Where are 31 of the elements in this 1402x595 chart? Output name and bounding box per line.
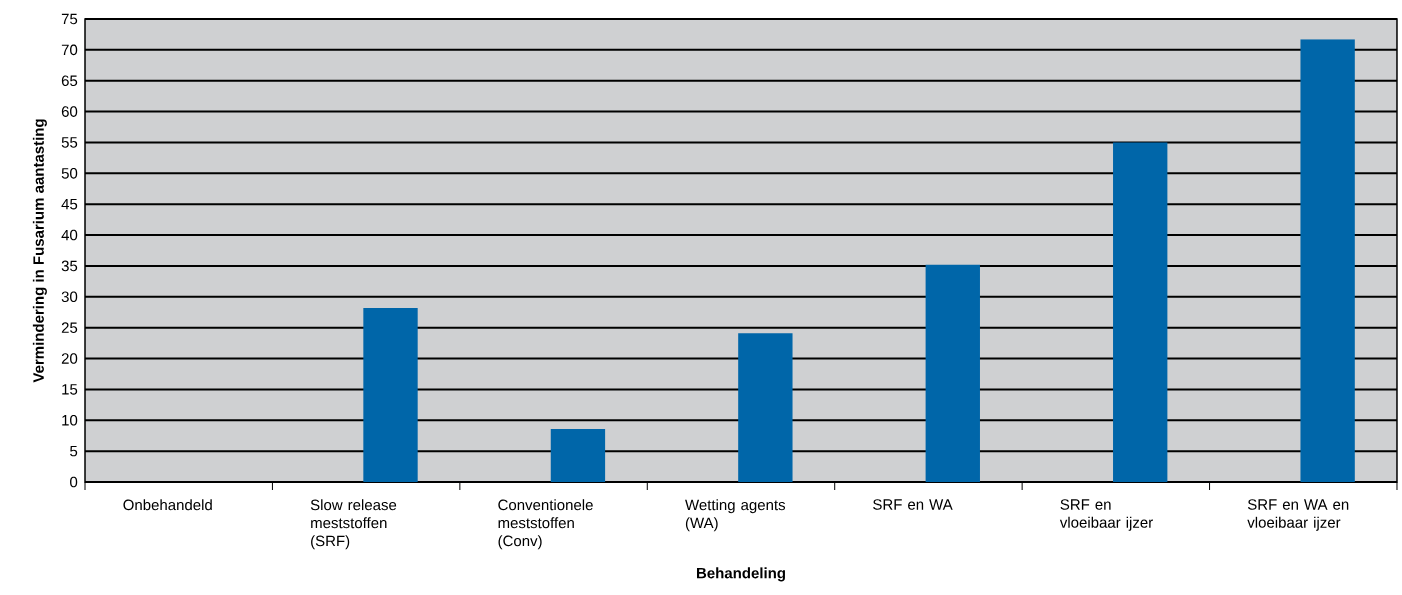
- y-tick-label: 50: [61, 168, 78, 179]
- x-tick-label: SRF en WA en vloeibaar ijzer: [1247, 499, 1349, 531]
- bar: [550, 428, 606, 482]
- bar: [925, 264, 980, 482]
- x-axis-title: Behandeling: [696, 567, 785, 582]
- x-tick-label: Wetting agents (WA): [685, 499, 786, 532]
- y-tick-label: 70: [61, 44, 78, 56]
- y-tick-label: 20: [61, 353, 78, 364]
- y-tick-label: 30: [61, 291, 78, 303]
- y-tick-label: 60: [61, 106, 78, 117]
- x-tick-label: SRF en WA: [873, 499, 953, 510]
- y-tick-label: 65: [61, 75, 78, 87]
- y-tick-label: 25: [61, 322, 78, 333]
- y-tick-label: 40: [61, 229, 78, 241]
- y-tick-label: 75: [61, 13, 78, 25]
- y-tick-label: 15: [62, 384, 78, 395]
- bar: [363, 307, 418, 482]
- y-tick-label: 10: [62, 414, 78, 426]
- bar: [1113, 142, 1168, 482]
- y-axis-title: Vermindering in Fusarium aantasting: [32, 119, 47, 383]
- x-tick-label: Slow release meststoffen (SRF): [310, 499, 397, 550]
- bar: [1300, 39, 1355, 482]
- y-tick-label: 35: [61, 260, 78, 272]
- x-tick-label: SRF en vloeibaar ijzer: [1059, 499, 1153, 531]
- x-tick-label: Onbehandeld: [123, 499, 212, 511]
- y-tick-label: 55: [61, 137, 78, 148]
- y-tick-label: 45: [61, 198, 78, 210]
- y-tick-label: 5: [70, 445, 78, 457]
- x-tick-label: Conventionele meststoffen (Conv): [498, 499, 593, 550]
- bar: [738, 333, 793, 482]
- y-tick-label: 0: [70, 476, 78, 488]
